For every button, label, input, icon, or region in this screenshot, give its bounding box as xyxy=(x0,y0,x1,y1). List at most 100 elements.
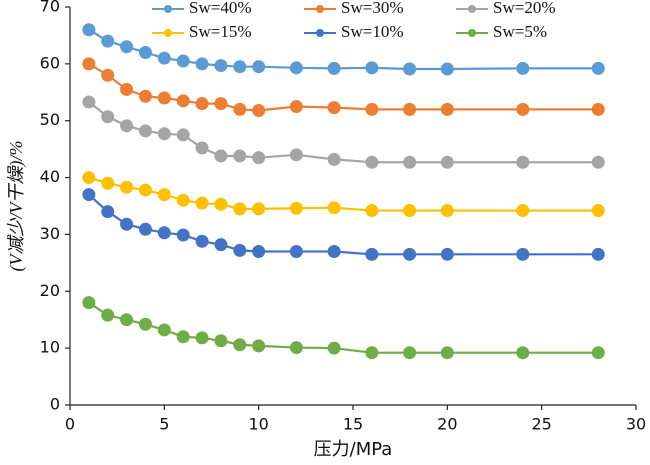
y-tick-label: 0 xyxy=(50,395,60,414)
data-point xyxy=(214,197,228,211)
data-point xyxy=(516,102,530,116)
data-point xyxy=(365,346,379,360)
data-point xyxy=(120,82,134,96)
data-point xyxy=(176,330,190,344)
data-point xyxy=(138,89,152,103)
data-point xyxy=(252,103,266,117)
data-point xyxy=(138,317,152,331)
x-tick-label: 15 xyxy=(343,415,363,434)
data-point xyxy=(252,60,266,74)
data-point xyxy=(440,62,454,76)
data-point xyxy=(101,110,115,124)
legend-marker xyxy=(164,5,172,13)
legend-label: Sw=40% xyxy=(189,0,251,17)
data-point xyxy=(591,247,605,261)
data-point xyxy=(440,155,454,169)
data-point xyxy=(440,346,454,360)
y-tick-label: 20 xyxy=(40,281,60,300)
data-point xyxy=(289,201,303,215)
data-point xyxy=(157,323,171,337)
data-point xyxy=(403,204,417,218)
data-point xyxy=(516,204,530,218)
data-point xyxy=(176,128,190,142)
data-point xyxy=(233,243,247,257)
data-point xyxy=(252,202,266,216)
data-point xyxy=(82,296,96,310)
legend-label: Sw=15% xyxy=(189,22,251,41)
data-point xyxy=(157,51,171,65)
data-point xyxy=(327,152,341,166)
x-tick-label: 10 xyxy=(248,415,268,434)
legend-marker xyxy=(316,5,324,13)
data-point xyxy=(327,61,341,75)
data-point xyxy=(591,61,605,75)
data-point xyxy=(101,68,115,82)
data-point xyxy=(365,155,379,169)
data-point xyxy=(327,341,341,355)
data-point xyxy=(516,61,530,75)
data-point xyxy=(120,313,134,327)
y-tick-label: 10 xyxy=(40,338,60,357)
data-point xyxy=(516,247,530,261)
data-point xyxy=(195,97,209,111)
data-point xyxy=(138,222,152,236)
data-point xyxy=(82,188,96,202)
data-point xyxy=(591,102,605,116)
data-point xyxy=(591,204,605,218)
y-tick-label: 30 xyxy=(40,224,60,243)
legend-marker xyxy=(164,29,172,37)
data-point xyxy=(157,226,171,240)
data-point xyxy=(195,234,209,248)
data-point xyxy=(591,346,605,360)
data-point xyxy=(252,339,266,353)
data-point xyxy=(82,171,96,185)
data-point xyxy=(195,57,209,71)
data-point xyxy=(195,331,209,345)
data-point xyxy=(289,61,303,75)
y-tick-label: 70 xyxy=(40,0,60,16)
data-point xyxy=(327,201,341,215)
data-point xyxy=(403,155,417,169)
y-tick-label: 50 xyxy=(40,110,60,129)
data-point xyxy=(289,244,303,258)
data-point xyxy=(591,155,605,169)
series-line xyxy=(88,193,599,256)
data-point xyxy=(289,148,303,162)
data-point xyxy=(327,101,341,115)
y-tick-label: 60 xyxy=(40,53,60,72)
data-point xyxy=(233,60,247,74)
data-point xyxy=(157,127,171,141)
data-point xyxy=(403,247,417,261)
data-point xyxy=(101,34,115,48)
data-point xyxy=(440,102,454,116)
legend-label: Sw=10% xyxy=(341,22,403,41)
data-point xyxy=(233,102,247,116)
data-point xyxy=(214,149,228,163)
data-point xyxy=(365,102,379,116)
data-point xyxy=(252,244,266,258)
x-axis-label: 压力/MPa xyxy=(314,439,393,460)
data-point xyxy=(82,95,96,109)
data-point xyxy=(176,193,190,207)
data-point xyxy=(176,228,190,242)
data-point xyxy=(214,334,228,348)
data-point xyxy=(120,40,134,54)
legend-label: Sw=5% xyxy=(493,22,547,41)
data-point xyxy=(176,94,190,108)
data-point xyxy=(233,149,247,163)
data-point xyxy=(138,45,152,59)
legend-marker xyxy=(468,29,476,37)
legend-label: Sw=30% xyxy=(341,0,403,17)
data-point xyxy=(82,57,96,71)
data-point xyxy=(214,97,228,111)
data-point xyxy=(214,59,228,73)
x-tick-label: 20 xyxy=(437,415,457,434)
data-point xyxy=(101,176,115,190)
data-point xyxy=(233,338,247,352)
x-tick-label: 5 xyxy=(159,415,169,434)
data-point xyxy=(516,346,530,360)
data-point xyxy=(327,244,341,258)
legend-marker xyxy=(468,5,476,13)
x-tick-label: 0 xyxy=(65,415,75,434)
data-point xyxy=(138,124,152,138)
